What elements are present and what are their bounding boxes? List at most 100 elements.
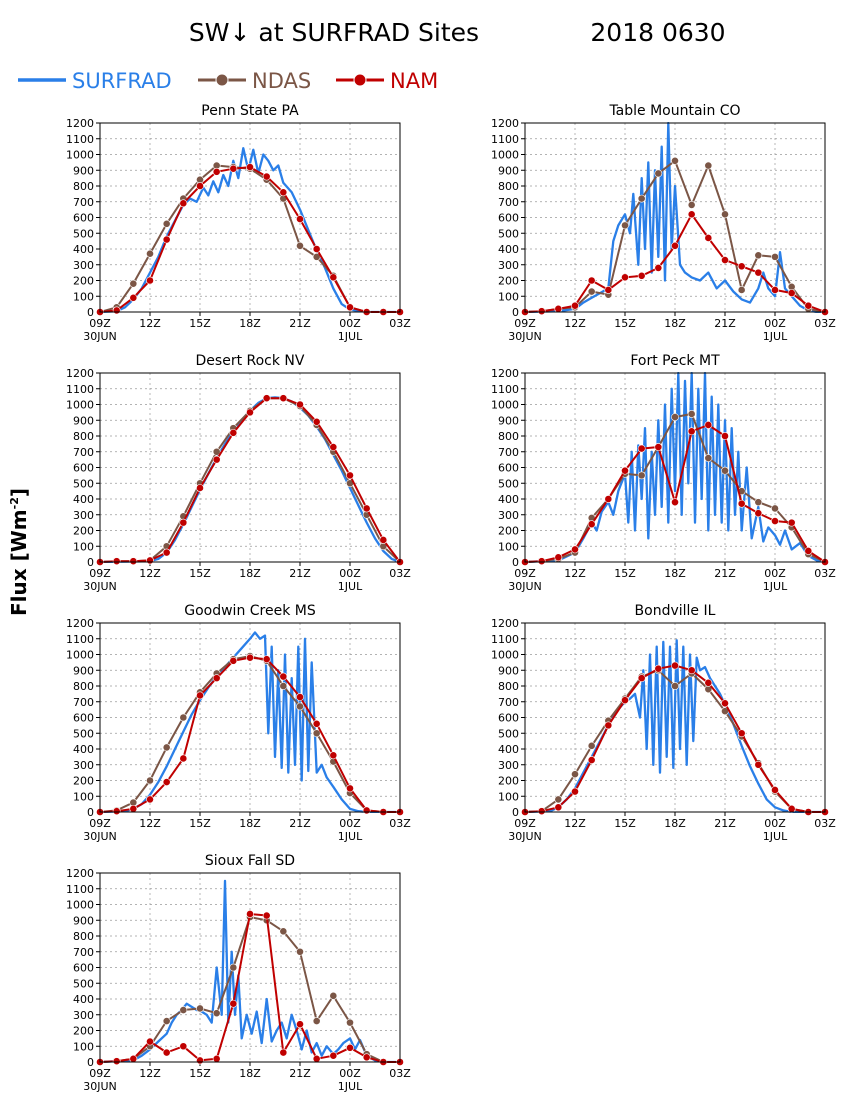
x-tick-date-label: 30JUN [83,330,117,343]
y-tick-label: 800 [498,180,519,193]
series-point-ndas [654,169,663,178]
series-point-nam [554,553,563,562]
x-tick-date-label: 30JUN [508,330,542,343]
y-tick-label: 900 [498,414,519,427]
series-point-nam [771,517,779,525]
y-tick-label: 600 [498,212,519,225]
x-tick-label: 00Z [764,317,786,330]
series-point-nam [279,394,288,403]
x-tick-label: 21Z [714,317,736,330]
y-tick-label: 1000 [491,649,519,662]
x-tick-date-label: 1JUL [763,580,788,593]
x-tick-label: 15Z [189,1067,211,1080]
series-point-ndas [704,454,713,462]
series-point-nam [571,787,579,796]
y-tick-label: 0 [512,556,519,569]
series-point-nam [262,172,271,181]
series-point-ndas [162,743,171,752]
series-point-nam [329,443,338,451]
y-tick-label: 700 [73,446,94,459]
y-tick-label: 500 [498,477,519,490]
y-tick-label: 600 [73,212,94,225]
x-tick-date-label: 1JUL [763,830,788,843]
series-point-nam [312,417,321,426]
series-point-ndas [329,991,338,1000]
series-point-nam [246,653,254,662]
x-tick-label: 09Z [514,567,536,580]
plot-frame [99,622,401,813]
series-point-ndas [162,1017,171,1025]
series-point-nam [721,699,729,708]
series-point-nam [112,1057,121,1066]
legend-marker-ndas [215,73,229,87]
series-point-nam [654,263,663,272]
series-point-nam [129,804,138,813]
series-point-nam [754,268,763,277]
series-point-ndas [212,1009,221,1018]
series-point-ndas [312,729,321,738]
series-point-nam [587,520,596,529]
series-point-nam [312,1054,321,1063]
y-tick-label: 700 [73,696,94,709]
series-point-ndas [687,200,696,209]
series-point-nam [346,303,354,312]
y-tick-label: 200 [498,525,519,538]
series-point-ndas [754,251,763,260]
series-point-nam [362,1053,371,1062]
series-point-nam [112,306,121,315]
y-tick-label: 900 [73,164,94,177]
x-tick-label: 00Z [764,567,786,580]
y-tick-label: 200 [73,1025,94,1038]
series-point-nam [162,548,171,557]
series-point-nam [537,807,546,816]
x-tick-date-label: 30JUN [83,580,117,593]
series-point-nam [329,273,338,282]
panel-sioux-fall-sd: Sioux Fall SD 0 100 200 300 400 500 600 700 800 90… [66,853,411,1093]
series-point-nam [687,210,696,219]
x-tick-label: 21Z [289,1067,311,1080]
series-point-nam [196,182,204,190]
series-point-nam [229,999,238,1008]
plot-frame [99,372,401,563]
series-point-nam [296,400,304,409]
series-point-nam [537,307,546,316]
series-point-nam [312,245,321,253]
y-tick-label: 0 [87,306,94,319]
series-line-nam [100,397,400,563]
series-point-nam [329,1051,338,1060]
panel-title: Table Mountain CO [608,103,740,119]
x-tick-label: 00Z [339,1067,361,1080]
series-point-nam [129,293,138,302]
series-point-nam [229,164,238,173]
y-tick-label: 0 [87,1056,94,1069]
series-point-nam [687,427,696,436]
y-tick-label: 1200 [491,617,519,630]
y-tick-label: 900 [73,664,94,677]
series-point-ndas [196,1004,204,1013]
series-point-nam [279,188,288,197]
series-point-nam [212,674,221,683]
series-point-nam [754,760,763,769]
series-point-ndas [179,1006,188,1014]
panel-title: Penn State PA [201,103,299,119]
x-tick-label: 12Z [564,317,586,330]
series-point-ndas [671,682,679,690]
series-point-nam [721,256,729,264]
x-tick-label: 00Z [764,817,786,830]
series-point-ndas [771,252,779,261]
series-point-nam [379,536,388,544]
y-tick-label: 1200 [66,367,94,380]
series-point-nam [346,784,354,793]
x-tick-label: 03Z [814,567,836,580]
series-point-nam [262,655,271,664]
series-point-nam [704,234,713,242]
y-tick-label: 200 [73,775,94,788]
x-tick-label: 21Z [289,817,311,830]
x-tick-label: 03Z [814,317,836,330]
series-point-nam [312,719,321,728]
series-line-surfrad [525,372,825,563]
y-tick-label: 1100 [491,133,519,146]
series-point-ndas [587,287,596,296]
series-point-ndas [129,279,138,288]
series-point-ndas [146,776,154,785]
